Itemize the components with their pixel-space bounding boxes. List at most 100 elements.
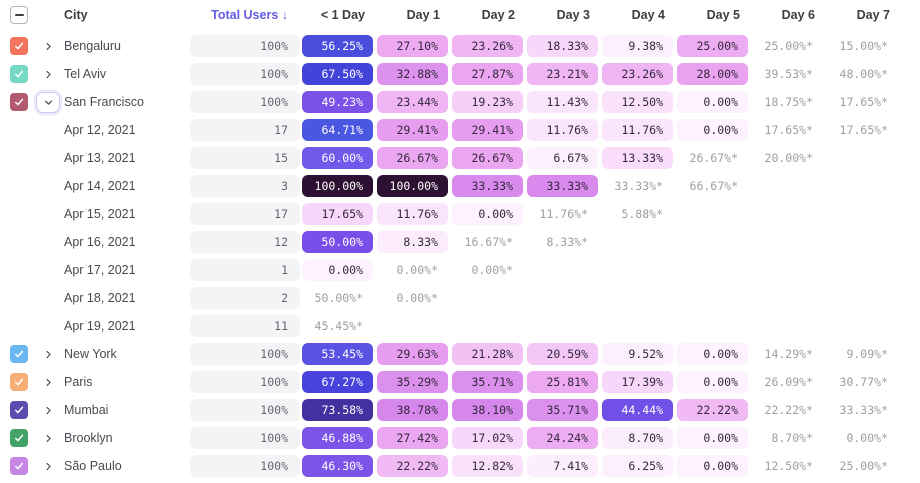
retention-cell[interactable]: 24.24%	[527, 427, 598, 449]
retention-cell[interactable]: 33.33%	[452, 175, 523, 197]
retention-cell[interactable]: 0.00%	[677, 427, 748, 449]
retention-cell[interactable]: 67.27%	[302, 371, 373, 393]
retention-cell[interactable]: 38.78%	[377, 399, 448, 421]
retention-cell[interactable]: 11.76%	[602, 119, 673, 141]
day-cell: 16.67%*	[450, 231, 525, 253]
retention-cell[interactable]: 23.26%	[452, 35, 523, 57]
row-checkbox[interactable]	[10, 401, 28, 419]
retention-cell[interactable]: 11.76%	[377, 203, 448, 225]
retention-cell[interactable]: 11.76%	[527, 119, 598, 141]
day-cell: 23.44%	[375, 91, 450, 113]
retention-cell[interactable]: 27.87%	[452, 63, 523, 85]
retention-cell[interactable]: 0.00%	[452, 203, 523, 225]
retention-cell[interactable]: 20.59%	[527, 343, 598, 365]
date-row: Apr 12, 2021 17 64.71% 29.41% 29.41% 11.76% 11…	[0, 116, 920, 144]
retention-cell[interactable]: 12.82%	[452, 455, 523, 477]
retention-cell[interactable]: 13.33%	[602, 147, 673, 169]
day-cell: 32.88%	[375, 63, 450, 85]
retention-cell[interactable]: 33.33%	[527, 175, 598, 197]
retention-cell[interactable]: 0.00%	[677, 455, 748, 477]
retention-estimate-value: 66.67%*	[689, 179, 738, 193]
retention-cell[interactable]: 64.71%	[302, 119, 373, 141]
day-cell: 12.50%*	[750, 455, 825, 477]
retention-cell[interactable]: 22.22%	[677, 399, 748, 421]
expand-row-button[interactable]	[40, 38, 56, 54]
retention-cell[interactable]: 49.23%	[302, 91, 373, 113]
select-all-checkbox[interactable]	[10, 6, 28, 24]
expand-row-button[interactable]	[40, 458, 56, 474]
row-checkbox[interactable]	[10, 429, 28, 447]
retention-cell[interactable]: 0.00%	[302, 259, 373, 281]
retention-cell[interactable]: 25.81%	[527, 371, 598, 393]
retention-cell[interactable]: 35.29%	[377, 371, 448, 393]
retention-cell[interactable]: 46.30%	[302, 455, 373, 477]
row-checkbox[interactable]	[10, 457, 28, 475]
row-checkbox[interactable]	[10, 37, 28, 55]
retention-cell[interactable]: 17.39%	[602, 371, 673, 393]
retention-cell[interactable]: 22.22%	[377, 455, 448, 477]
collapse-row-button[interactable]	[36, 91, 60, 113]
retention-cell[interactable]: 38.10%	[452, 399, 523, 421]
retention-cell[interactable]: 11.43%	[527, 91, 598, 113]
retention-cell[interactable]: 56.25%	[302, 35, 373, 57]
retention-cell[interactable]: 73.58%	[302, 399, 373, 421]
day-cell: 46.88%	[300, 427, 375, 449]
retention-cell[interactable]: 6.25%	[602, 455, 673, 477]
expand-row-button[interactable]	[40, 374, 56, 390]
retention-cell[interactable]: 50.00%	[302, 231, 373, 253]
day-cell: 50.00%	[300, 231, 375, 253]
retention-cell[interactable]: 6.67%	[527, 147, 598, 169]
row-checkbox[interactable]	[10, 93, 28, 111]
retention-cell[interactable]: 29.41%	[377, 119, 448, 141]
retention-cell[interactable]: 27.42%	[377, 427, 448, 449]
row-checkbox[interactable]	[10, 65, 28, 83]
retention-cell[interactable]: 35.71%	[527, 399, 598, 421]
retention-cell[interactable]: 100.00%	[377, 175, 448, 197]
retention-cell[interactable]: 9.52%	[602, 343, 673, 365]
retention-cell[interactable]: 21.28%	[452, 343, 523, 365]
total-users-cell: 100%	[190, 427, 300, 449]
expand-row-button[interactable]	[40, 430, 56, 446]
retention-cell[interactable]: 32.88%	[377, 63, 448, 85]
column-header-total-users[interactable]: Total Users ↓	[211, 8, 288, 22]
retention-cell[interactable]: 28.00%	[677, 63, 748, 85]
row-checkbox[interactable]	[10, 373, 28, 391]
retention-cell[interactable]: 26.67%	[377, 147, 448, 169]
retention-cell[interactable]: 100.00%	[302, 175, 373, 197]
table-body: Bengaluru 100% 56.25% 27.10% 23.26% 18.33% 9.3…	[0, 32, 920, 480]
expand-row-button[interactable]	[40, 346, 56, 362]
retention-cell[interactable]: 23.44%	[377, 91, 448, 113]
retention-cell[interactable]: 7.41%	[527, 455, 598, 477]
expand-row-button[interactable]	[40, 402, 56, 418]
retention-cell[interactable]: 17.02%	[452, 427, 523, 449]
retention-cell[interactable]: 67.50%	[302, 63, 373, 85]
retention-cell[interactable]: 35.71%	[452, 371, 523, 393]
retention-estimate-value: 26.09%*	[764, 375, 813, 389]
retention-cell[interactable]: 26.67%	[452, 147, 523, 169]
retention-cell[interactable]: 17.65%	[302, 203, 373, 225]
retention-cell[interactable]: 23.21%	[527, 63, 598, 85]
expand-row-button[interactable]	[40, 66, 56, 82]
retention-cell[interactable]: 23.26%	[602, 63, 673, 85]
retention-cell[interactable]: 29.63%	[377, 343, 448, 365]
retention-cell[interactable]: 0.00%	[677, 343, 748, 365]
checkbox-cell	[10, 93, 28, 111]
retention-cell[interactable]: 12.50%	[602, 91, 673, 113]
retention-cell[interactable]: 29.41%	[452, 119, 523, 141]
retention-cell[interactable]: 27.10%	[377, 35, 448, 57]
date-label: Apr 17, 2021	[64, 263, 136, 277]
row-checkbox[interactable]	[10, 345, 28, 363]
retention-cell[interactable]: 53.45%	[302, 343, 373, 365]
retention-cell[interactable]: 8.33%	[377, 231, 448, 253]
retention-cell[interactable]: 0.00%	[677, 91, 748, 113]
retention-cell[interactable]: 8.70%	[602, 427, 673, 449]
retention-cell[interactable]: 25.00%	[677, 35, 748, 57]
retention-cell[interactable]: 0.00%	[677, 371, 748, 393]
retention-cell[interactable]: 0.00%	[677, 119, 748, 141]
retention-cell[interactable]: 44.44%	[602, 399, 673, 421]
retention-cell[interactable]: 9.38%	[602, 35, 673, 57]
retention-cell[interactable]: 46.88%	[302, 427, 373, 449]
retention-cell[interactable]: 18.33%	[527, 35, 598, 57]
retention-cell[interactable]: 60.00%	[302, 147, 373, 169]
retention-cell[interactable]: 19.23%	[452, 91, 523, 113]
